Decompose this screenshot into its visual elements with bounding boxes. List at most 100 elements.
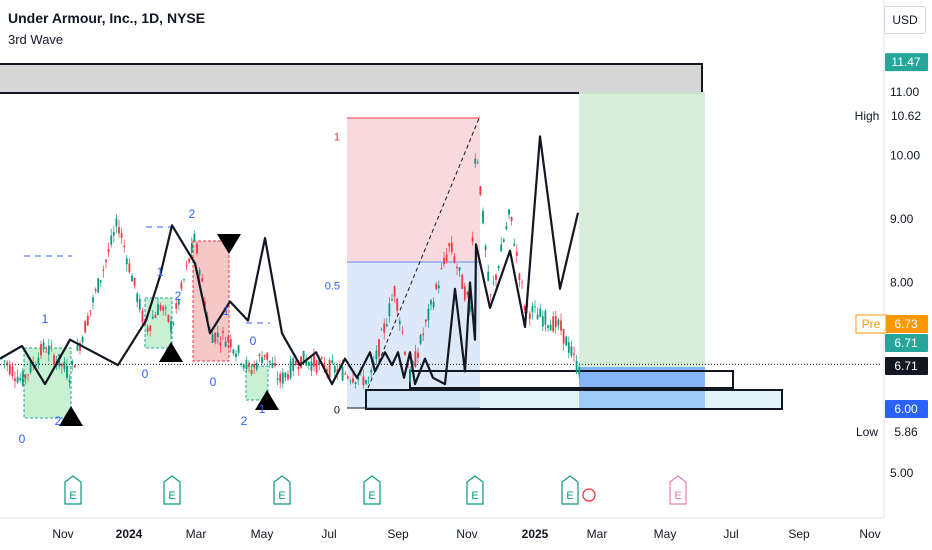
candle-body bbox=[523, 306, 526, 311]
candle-body bbox=[110, 235, 113, 245]
candle-body bbox=[401, 331, 404, 333]
earnings-event-letter: E bbox=[168, 490, 175, 502]
candle-body bbox=[456, 266, 458, 269]
candle-body bbox=[24, 374, 27, 379]
projection-target-zone bbox=[579, 92, 705, 367]
price-label-name: Pre bbox=[862, 317, 881, 331]
candle-body bbox=[508, 209, 510, 215]
candle-body bbox=[42, 342, 45, 350]
candle-body bbox=[188, 258, 191, 263]
candle-body bbox=[380, 329, 383, 331]
candle-body bbox=[68, 380, 71, 383]
candle-body bbox=[123, 246, 126, 248]
candle-body bbox=[172, 323, 175, 325]
candle-body bbox=[125, 258, 128, 265]
candle-body bbox=[307, 361, 310, 366]
candle-body bbox=[578, 366, 581, 375]
wave-label: 1 bbox=[157, 265, 164, 279]
candle-body bbox=[567, 342, 570, 353]
candle-body bbox=[300, 356, 302, 368]
candle-body bbox=[203, 300, 206, 307]
wave-box-1 bbox=[23, 347, 72, 419]
candle-body bbox=[279, 374, 282, 383]
candle-body bbox=[448, 243, 451, 247]
candle-body bbox=[115, 218, 118, 227]
candle-body bbox=[84, 321, 87, 333]
candle-body bbox=[289, 360, 292, 378]
support-box-lower bbox=[365, 389, 783, 410]
candle-body bbox=[534, 306, 536, 308]
candle-body bbox=[302, 350, 305, 364]
candle-body bbox=[414, 351, 417, 368]
price-label-value: 11.47 bbox=[891, 55, 920, 69]
candle-body bbox=[21, 371, 24, 386]
candle-body bbox=[388, 303, 391, 317]
price-label-high: 10.62 High bbox=[852, 107, 928, 126]
candle-body bbox=[242, 364, 245, 369]
candle-body bbox=[482, 210, 484, 224]
candle-body bbox=[331, 360, 334, 364]
candle-body bbox=[552, 316, 555, 332]
candle-body bbox=[276, 378, 279, 380]
candle-body bbox=[367, 377, 370, 379]
candle-body bbox=[471, 237, 474, 242]
candle-body bbox=[328, 360, 331, 377]
earnings-event-letter: E bbox=[278, 490, 285, 502]
time-tick-label: May bbox=[654, 527, 677, 541]
candle-body bbox=[112, 231, 115, 236]
time-tick-label: Nov bbox=[859, 527, 880, 541]
candle-body bbox=[175, 303, 178, 309]
candle-body bbox=[474, 158, 477, 164]
candle-body bbox=[495, 274, 497, 280]
candle-body bbox=[354, 382, 357, 384]
earnings-event-icon: E bbox=[163, 475, 181, 505]
candle-body bbox=[554, 316, 557, 328]
candle-body bbox=[476, 162, 479, 163]
candle-body bbox=[97, 278, 100, 293]
candle-body bbox=[157, 304, 159, 315]
candle-body bbox=[245, 360, 248, 370]
candle-body bbox=[404, 351, 406, 355]
candle-body bbox=[515, 251, 518, 256]
candle-body bbox=[224, 341, 227, 347]
candle-body bbox=[185, 264, 188, 267]
candle-body bbox=[305, 359, 308, 366]
candle-body bbox=[479, 186, 482, 195]
candle-body bbox=[492, 282, 495, 284]
candle-body bbox=[424, 319, 427, 322]
candle-body bbox=[53, 355, 55, 365]
candle-body bbox=[102, 269, 105, 271]
wave-zigzag-line bbox=[0, 135, 580, 386]
currency-button[interactable]: USD bbox=[884, 6, 926, 34]
candle-body bbox=[346, 376, 349, 379]
candle-body bbox=[40, 343, 42, 356]
wave-label: 1 bbox=[42, 312, 49, 326]
candle-body bbox=[549, 324, 552, 331]
candle-body bbox=[370, 369, 373, 373]
candle-body bbox=[19, 377, 22, 381]
wave-label: 2 bbox=[241, 414, 248, 428]
price-label-target: 6.71 bbox=[885, 334, 928, 352]
candle-body bbox=[547, 325, 549, 329]
earnings-event-letter: E bbox=[674, 490, 681, 502]
fib-upper-zone bbox=[347, 118, 480, 262]
price-label-zone: 6.00 bbox=[885, 400, 928, 418]
candle-body bbox=[268, 360, 271, 363]
time-tick-label: Nov bbox=[456, 527, 477, 541]
candle-body bbox=[385, 324, 388, 327]
candle-body bbox=[71, 361, 74, 365]
price-tick-label: 11.00 bbox=[890, 85, 919, 99]
candle-body bbox=[229, 339, 232, 348]
candle-body bbox=[170, 321, 172, 332]
candle-body bbox=[320, 357, 323, 359]
earnings-event-letter: E bbox=[69, 490, 76, 502]
price-label-value: 10.62 bbox=[891, 109, 921, 123]
candle-body bbox=[45, 351, 48, 353]
candle-body bbox=[453, 256, 456, 263]
price-label-value: 6.73 bbox=[894, 317, 918, 331]
candle-body bbox=[201, 278, 204, 282]
candle-body bbox=[76, 345, 79, 351]
chart-subtitle: 3rd Wave bbox=[8, 32, 64, 47]
candle-body bbox=[521, 282, 523, 284]
